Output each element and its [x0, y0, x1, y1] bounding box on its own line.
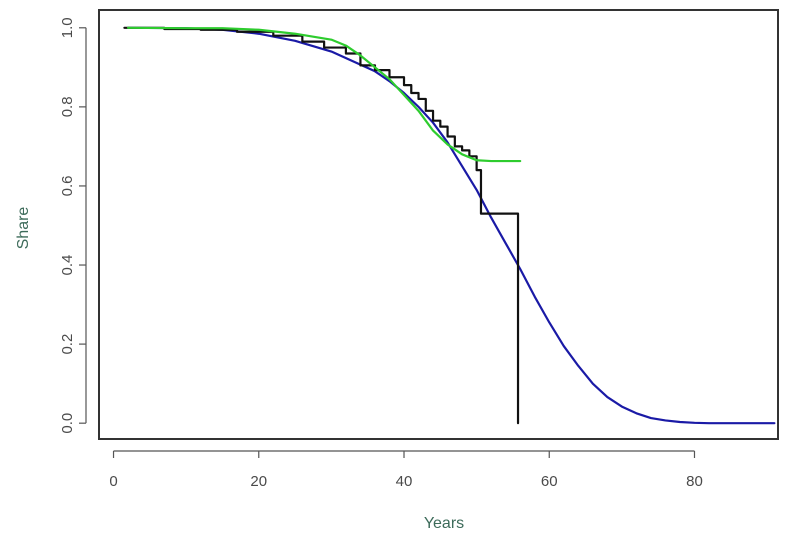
x-tick-label: 0: [109, 473, 117, 490]
series-layer: [123, 26, 776, 425]
y-tick-label: 0.8: [59, 96, 76, 117]
y-tick-label: 0.6: [59, 176, 76, 197]
plot-area-border: [98, 9, 779, 440]
x-ticks: 0 20 40 60 80: [109, 451, 703, 490]
y-tick-label: 0.0: [59, 413, 76, 434]
x-tick-label: 20: [250, 473, 267, 490]
y-tick-label: 1.0: [59, 17, 76, 38]
y-tick-label: 0.2: [59, 334, 76, 355]
axes-layer: [85, 27, 695, 452]
series-line-1: [126, 26, 776, 425]
x-tick-label: 60: [541, 473, 558, 490]
x-tick-label: 80: [686, 473, 703, 490]
y-tick-label: 0.4: [59, 255, 76, 276]
x-tick-label: 40: [396, 473, 413, 490]
y-axis-title: Share: [15, 207, 32, 250]
series-line-3: [126, 26, 522, 163]
y-ticks: 0.0 0.2 0.4 0.6 0.8 1.0: [59, 17, 86, 434]
x-axis-title: Years: [424, 515, 464, 532]
series-line-2: [123, 26, 520, 425]
